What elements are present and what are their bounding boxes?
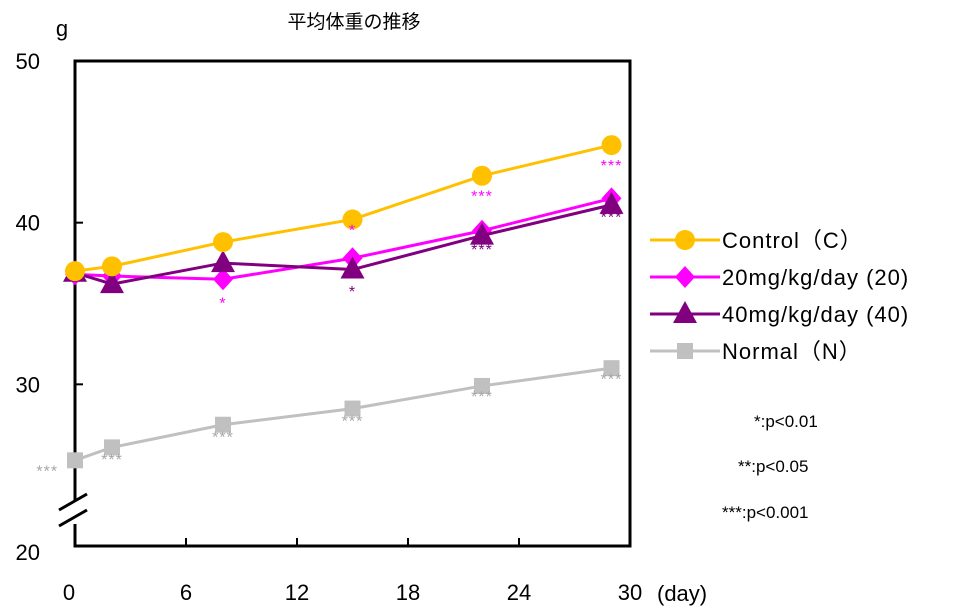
series-3 bbox=[63, 191, 624, 294]
significance-mark: *** bbox=[342, 413, 364, 430]
axis-break-mark bbox=[58, 508, 88, 528]
data-point bbox=[211, 250, 235, 273]
x-tick-label: 6 bbox=[180, 580, 192, 605]
y-tick-label: 20 bbox=[16, 540, 40, 565]
data-point bbox=[474, 377, 490, 394]
axis-break-mark bbox=[58, 492, 88, 512]
significance-mark: *** bbox=[36, 463, 58, 480]
legend-marker bbox=[675, 230, 695, 250]
legend-item: Control（C） bbox=[650, 228, 863, 253]
significance-mark: *** bbox=[471, 389, 493, 406]
plot-frame bbox=[73, 59, 632, 548]
legend-label: Normal（N） bbox=[722, 339, 862, 364]
significance-mark: *** bbox=[471, 242, 493, 259]
significance-mark: * bbox=[219, 295, 226, 312]
data-point bbox=[472, 165, 492, 186]
y-axis-unit-label: g bbox=[56, 16, 68, 41]
y-tick-label: 40 bbox=[16, 211, 40, 236]
legend-marker bbox=[675, 266, 695, 288]
y-tick-label: 50 bbox=[16, 49, 40, 74]
pvalue-note: *:p<0.01 bbox=[754, 412, 818, 431]
pvalue-note: **:p<0.05 bbox=[738, 457, 808, 476]
data-point bbox=[100, 271, 124, 294]
legend-item: 20mg/kg/day (20) bbox=[650, 265, 909, 290]
data-point bbox=[213, 268, 233, 291]
y-tick-label: 30 bbox=[16, 372, 40, 397]
data-point bbox=[599, 191, 624, 214]
significance-mark: *** bbox=[471, 189, 493, 206]
legend-marker bbox=[673, 301, 697, 323]
significance-mark: * bbox=[349, 284, 356, 301]
x-tick-label: 12 bbox=[285, 580, 309, 605]
pvalue-note: ***:p<0.001 bbox=[722, 503, 809, 522]
x-tick-label: 24 bbox=[507, 580, 531, 605]
data-point bbox=[344, 400, 361, 417]
series-line bbox=[74, 196, 612, 281]
data-point bbox=[340, 256, 365, 279]
significance-mark: * bbox=[349, 223, 356, 240]
data-point bbox=[102, 256, 122, 277]
significance-mark: *** bbox=[601, 158, 623, 175]
data-point bbox=[213, 232, 233, 253]
legend-label: 40mg/kg/day (40) bbox=[722, 302, 909, 327]
x-tick-label: 18 bbox=[396, 580, 420, 605]
series-line bbox=[74, 203, 612, 286]
legend-label: 20mg/kg/day (20) bbox=[722, 265, 909, 290]
data-point bbox=[215, 416, 231, 433]
series-1 bbox=[65, 135, 622, 282]
data-point bbox=[470, 222, 494, 245]
data-point bbox=[104, 439, 120, 456]
x-axis-unit-label: (day) bbox=[657, 581, 707, 606]
legend-item: Normal（N） bbox=[650, 339, 862, 364]
chart-title: 平均体重の推移 bbox=[287, 11, 420, 33]
data-point bbox=[601, 135, 622, 156]
data-point bbox=[67, 452, 83, 469]
legend-marker bbox=[677, 343, 693, 359]
x-tick-label: 30 bbox=[618, 580, 642, 605]
x-tick-label: 0 bbox=[63, 580, 75, 605]
data-point bbox=[65, 261, 85, 282]
series-4 bbox=[67, 360, 620, 469]
legend-item: 40mg/kg/day (40) bbox=[650, 301, 909, 327]
significance-mark: *** bbox=[101, 452, 123, 469]
data-point bbox=[603, 360, 620, 377]
significance-mark: *** bbox=[601, 371, 623, 388]
series-line bbox=[74, 143, 612, 273]
significance-mark: *** bbox=[212, 430, 234, 447]
legend-label: Control（C） bbox=[722, 228, 863, 253]
data-point bbox=[342, 209, 363, 230]
significance-mark: *** bbox=[601, 210, 623, 227]
